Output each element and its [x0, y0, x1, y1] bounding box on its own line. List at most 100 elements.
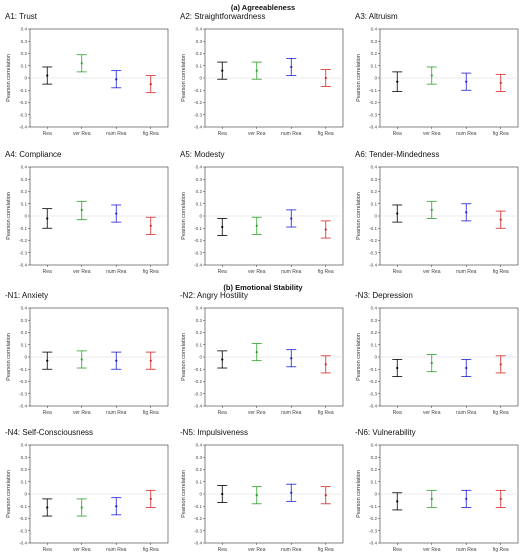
mean-point	[430, 497, 433, 500]
y-axis-label: Pearson correlation	[181, 192, 187, 240]
y-axis-label: Pearson correlation	[6, 192, 12, 240]
y-tick-label: 0	[199, 492, 202, 497]
mean-point	[499, 81, 502, 84]
y-tick-label: 0.2	[21, 467, 28, 472]
y-tick-label: -0.3	[369, 528, 377, 533]
y-tick-label: 0	[374, 492, 377, 497]
x-tick-label: num Rea	[106, 547, 127, 553]
y-tick-label: -0.2	[369, 238, 377, 243]
y-tick-label: 0.4	[371, 27, 378, 32]
y-tick-label: 0.3	[371, 177, 378, 182]
error-bar-chart: -0.4 -0.3 -0.2 -0.1 0 0.1 0.2 0.3 0.4 Pearson cor…	[181, 165, 344, 275]
y-tick-label: 0.2	[196, 189, 203, 194]
x-tick-label: fig Rea	[318, 269, 334, 275]
y-tick-label: -0.3	[19, 250, 27, 255]
x-tick-label: Rea	[43, 131, 52, 137]
y-tick-label: 0.1	[371, 201, 378, 206]
y-tick-label: -0.3	[194, 112, 202, 117]
mean-point	[221, 492, 224, 496]
y-tick-label: -0.4	[194, 263, 202, 268]
y-tick-label: 0.4	[196, 165, 203, 170]
mean-point	[324, 76, 327, 80]
error-bar-chart: -0.4 -0.3 -0.2 -0.1 0 0.1 0.2 0.3 0.4 Pearson cor…	[356, 306, 519, 416]
chart-title: -N1: Anxiety	[5, 291, 49, 300]
x-tick-label: Rea	[218, 131, 227, 137]
y-tick-label: -0.1	[19, 226, 27, 231]
mean-point	[221, 69, 224, 72]
y-axis-label: Pearson correlation	[356, 192, 362, 240]
x-tick-label: num Rea	[456, 410, 477, 416]
y-tick-label: 0.3	[21, 455, 28, 460]
x-tick-label: fig Rea	[318, 547, 334, 553]
y-tick-label: 0	[199, 76, 202, 81]
y-tick-label: 0.2	[196, 51, 203, 56]
y-tick-label: -0.2	[194, 379, 202, 384]
mean-point	[255, 224, 258, 227]
y-tick-label: -0.3	[19, 391, 27, 396]
y-tick-label: 0.2	[21, 330, 28, 335]
mean-point	[149, 224, 152, 227]
y-tick-label: 0.2	[371, 330, 378, 335]
chart-title: A2: Straightforwardness	[180, 12, 266, 21]
mean-point	[499, 497, 502, 500]
y-tick-label: -0.4	[19, 541, 27, 546]
x-tick-label: ver Rea	[423, 131, 441, 137]
x-tick-label: fig Rea	[318, 131, 334, 137]
x-tick-label: Rea	[393, 410, 402, 416]
y-tick-label: -0.3	[19, 528, 27, 533]
x-tick-label: num Rea	[281, 547, 302, 553]
mean-point	[115, 212, 118, 215]
mean-point	[430, 208, 433, 211]
error-bar-chart: -0.4 -0.3 -0.2 -0.1 0 0.1 0.2 0.3 0.4 Pearson cor…	[356, 443, 519, 553]
y-tick-label: -0.1	[369, 367, 377, 372]
mean-point	[324, 363, 327, 366]
y-tick-label: 0.3	[196, 455, 203, 460]
chart-panel: A3: Altruism -0.4 -0.3 -0.2 -0.1 0 0.1 0.2 0.3 0.…	[352, 12, 523, 139]
mean-point	[465, 497, 468, 500]
y-tick-label: -0.1	[19, 367, 27, 372]
chart-panel: A6: Tender-Mindedness -0.4 -0.3 -0.2 -0.1 0 0.…	[352, 150, 523, 277]
y-tick-label: 0.4	[21, 27, 28, 32]
x-tick-label: Rea	[393, 269, 402, 275]
mean-point	[221, 358, 224, 361]
y-tick-label: -0.2	[369, 100, 377, 105]
y-tick-label: 0.1	[21, 342, 28, 347]
mean-point	[499, 363, 502, 366]
y-tick-label: -0.2	[369, 379, 377, 384]
error-bar-chart: -0.4 -0.3 -0.2 -0.1 0 0.1 0.2 0.3 0.4 Pearson cor…	[6, 27, 169, 137]
y-tick-label: 0.2	[21, 189, 28, 194]
mean-point	[396, 366, 399, 370]
y-tick-label: 0.2	[371, 467, 378, 472]
y-tick-label: -0.1	[194, 226, 202, 231]
y-tick-label: -0.2	[19, 238, 27, 243]
y-tick-label: 0.2	[196, 330, 203, 335]
y-tick-label: 0	[24, 355, 27, 360]
x-tick-label: num Rea	[106, 131, 127, 137]
x-tick-label: Rea	[218, 269, 227, 275]
y-tick-label: 0.3	[196, 318, 203, 323]
x-tick-label: num Rea	[106, 269, 127, 275]
y-tick-label: 0.3	[21, 318, 28, 323]
chart-title: A3: Altruism	[355, 12, 398, 21]
mean-point	[149, 83, 152, 86]
x-tick-label: ver Rea	[423, 547, 441, 553]
x-tick-label: fig Rea	[493, 547, 509, 553]
mean-point	[465, 366, 468, 370]
y-tick-label: 0.4	[371, 443, 378, 448]
x-tick-label: num Rea	[456, 547, 477, 553]
y-tick-label: -0.3	[194, 391, 202, 396]
x-tick-label: ver Rea	[248, 131, 266, 137]
error-bar-chart: -0.4 -0.3 -0.2 -0.1 0 0.1 0.2 0.3 0.4 Pearson cor…	[6, 443, 169, 553]
chart-panel: -N2: Angry Hostility -0.4 -0.3 -0.2 -0.1 0 0.1…	[177, 291, 348, 418]
y-tick-label: -0.4	[369, 125, 377, 130]
chart-title: A4: Compliance	[5, 150, 62, 159]
x-tick-label: ver Rea	[248, 269, 266, 275]
y-tick-label: 0.3	[21, 39, 28, 44]
mean-point	[46, 217, 49, 220]
mean-point	[396, 80, 399, 83]
y-tick-label: -0.2	[194, 238, 202, 243]
x-tick-label: fig Rea	[493, 131, 509, 137]
y-axis-label: Pearson correlation	[181, 470, 187, 518]
y-tick-label: -0.3	[194, 528, 202, 533]
y-tick-label: 0	[24, 492, 27, 497]
